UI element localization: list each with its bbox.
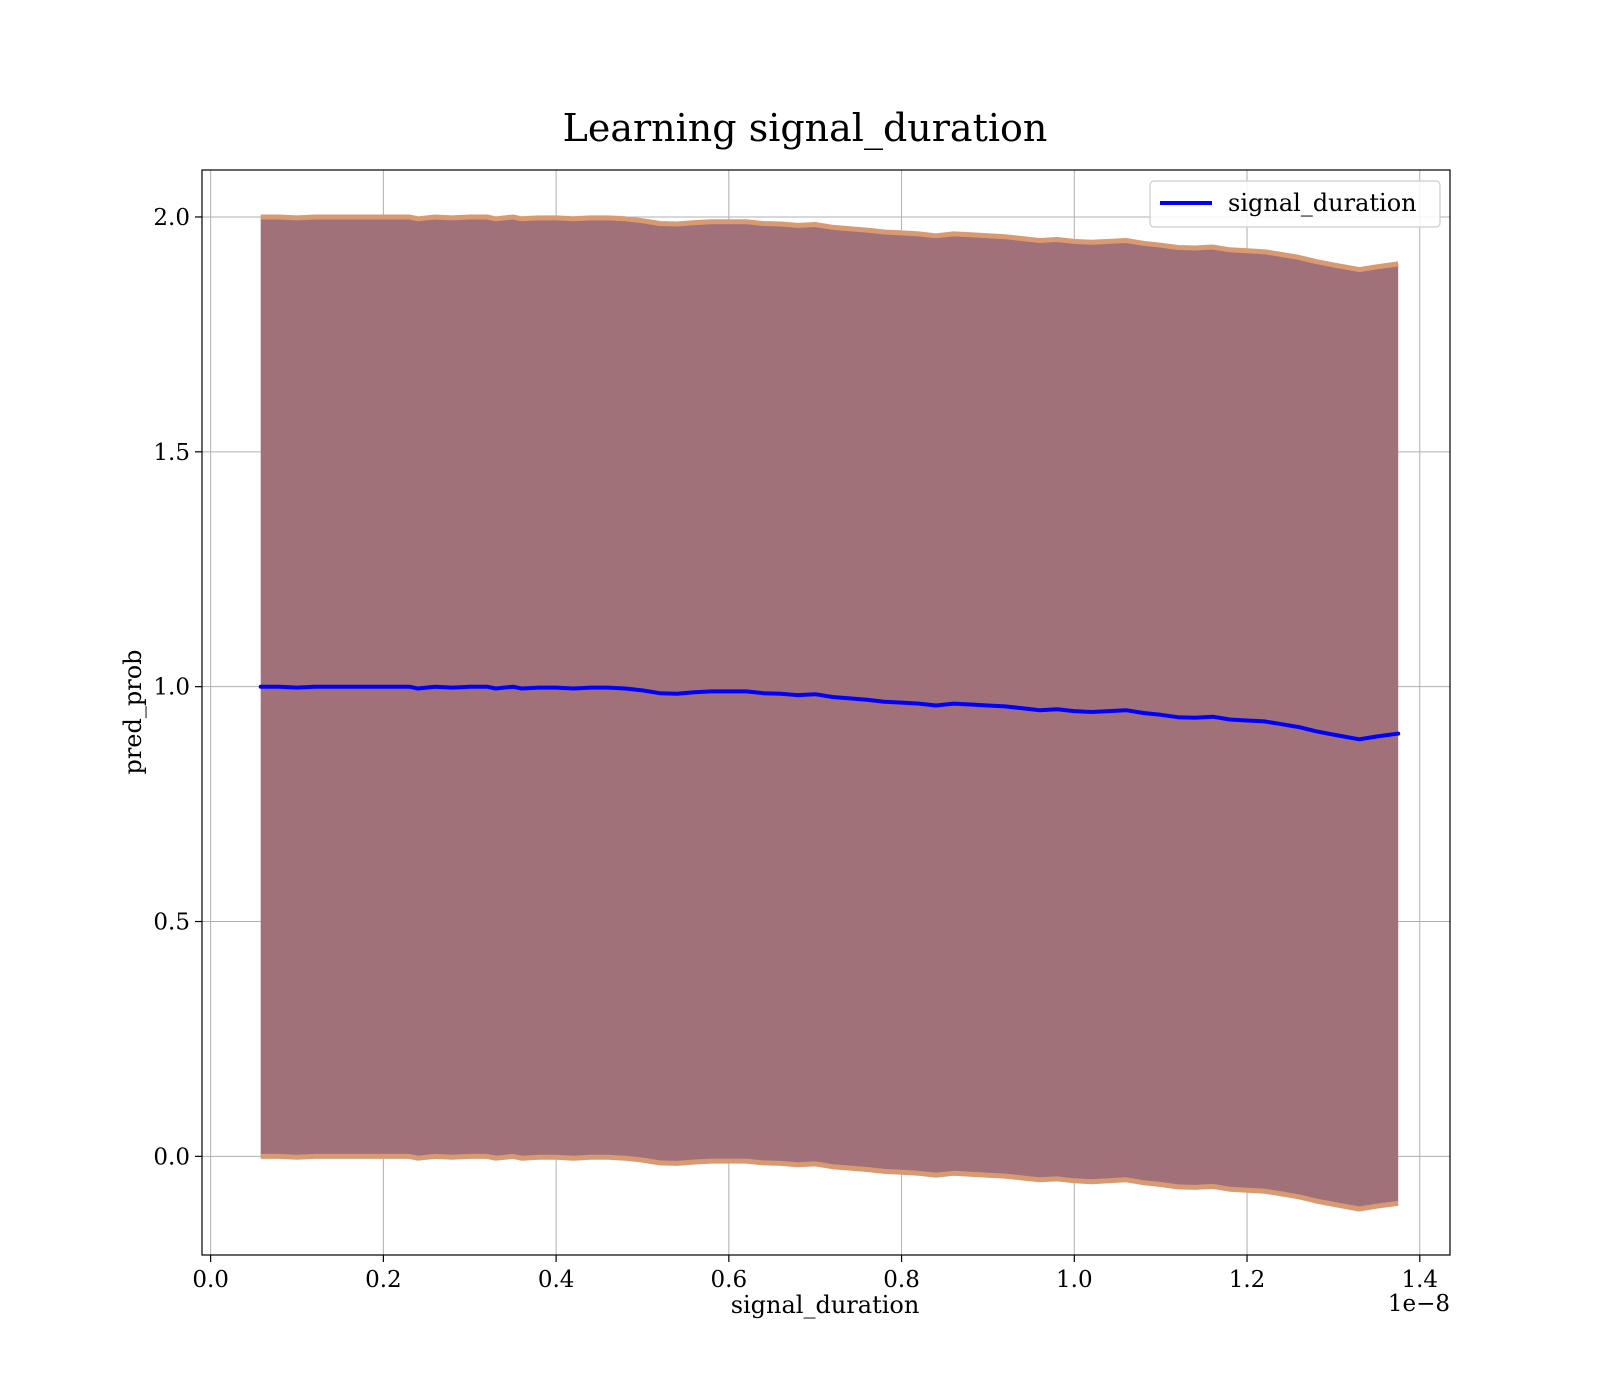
- x-tick-label: 0.6: [711, 1267, 748, 1293]
- x-tick-label: 1.4: [1401, 1267, 1438, 1293]
- legend-box: [1149, 180, 1441, 228]
- x-tick-label: 0.0: [192, 1267, 229, 1293]
- y-axis-label: pred_prob: [119, 649, 147, 774]
- y-axis-ticks: 0.0 0.5 1.0 1.5 2.0: [153, 205, 202, 1170]
- y-tick-label: 1.5: [153, 440, 190, 466]
- band-fill: [260, 217, 1399, 1209]
- x-axis-offset-label: 1e−8: [1388, 1291, 1450, 1317]
- series-lines: [258, 684, 1401, 742]
- x-axis-label: signal_duration: [731, 1291, 920, 1319]
- chart-title: Learning signal_duration: [563, 106, 1048, 151]
- x-tick-label: 1.0: [1056, 1267, 1093, 1293]
- uncertainty-band: [260, 214, 1399, 1212]
- x-tick-label: 0.8: [883, 1267, 920, 1293]
- x-tick-label: 1.2: [1229, 1267, 1266, 1293]
- legend-label-signal-duration: signal_duration: [1228, 189, 1417, 217]
- band-upper-edge: [260, 214, 1399, 273]
- y-tick-label: 0.0: [153, 1144, 190, 1170]
- x-tick-label: 0.2: [365, 1267, 402, 1293]
- band-lower-edge: [260, 1153, 1399, 1212]
- x-tick-label: 0.4: [538, 1267, 575, 1293]
- legend: signal_duration: [1149, 180, 1441, 228]
- y-tick-label: 0.5: [153, 910, 190, 936]
- y-tick-label: 1.0: [153, 675, 190, 701]
- plot-frame: [201, 169, 1451, 1256]
- series-line-signal-duration: [258, 684, 1401, 742]
- x-axis-ticks: 0.0 0.2 0.4 0.6 0.8 1.0 1.2 1.4: [192, 1255, 1438, 1293]
- y-tick-label: 2.0: [153, 205, 190, 231]
